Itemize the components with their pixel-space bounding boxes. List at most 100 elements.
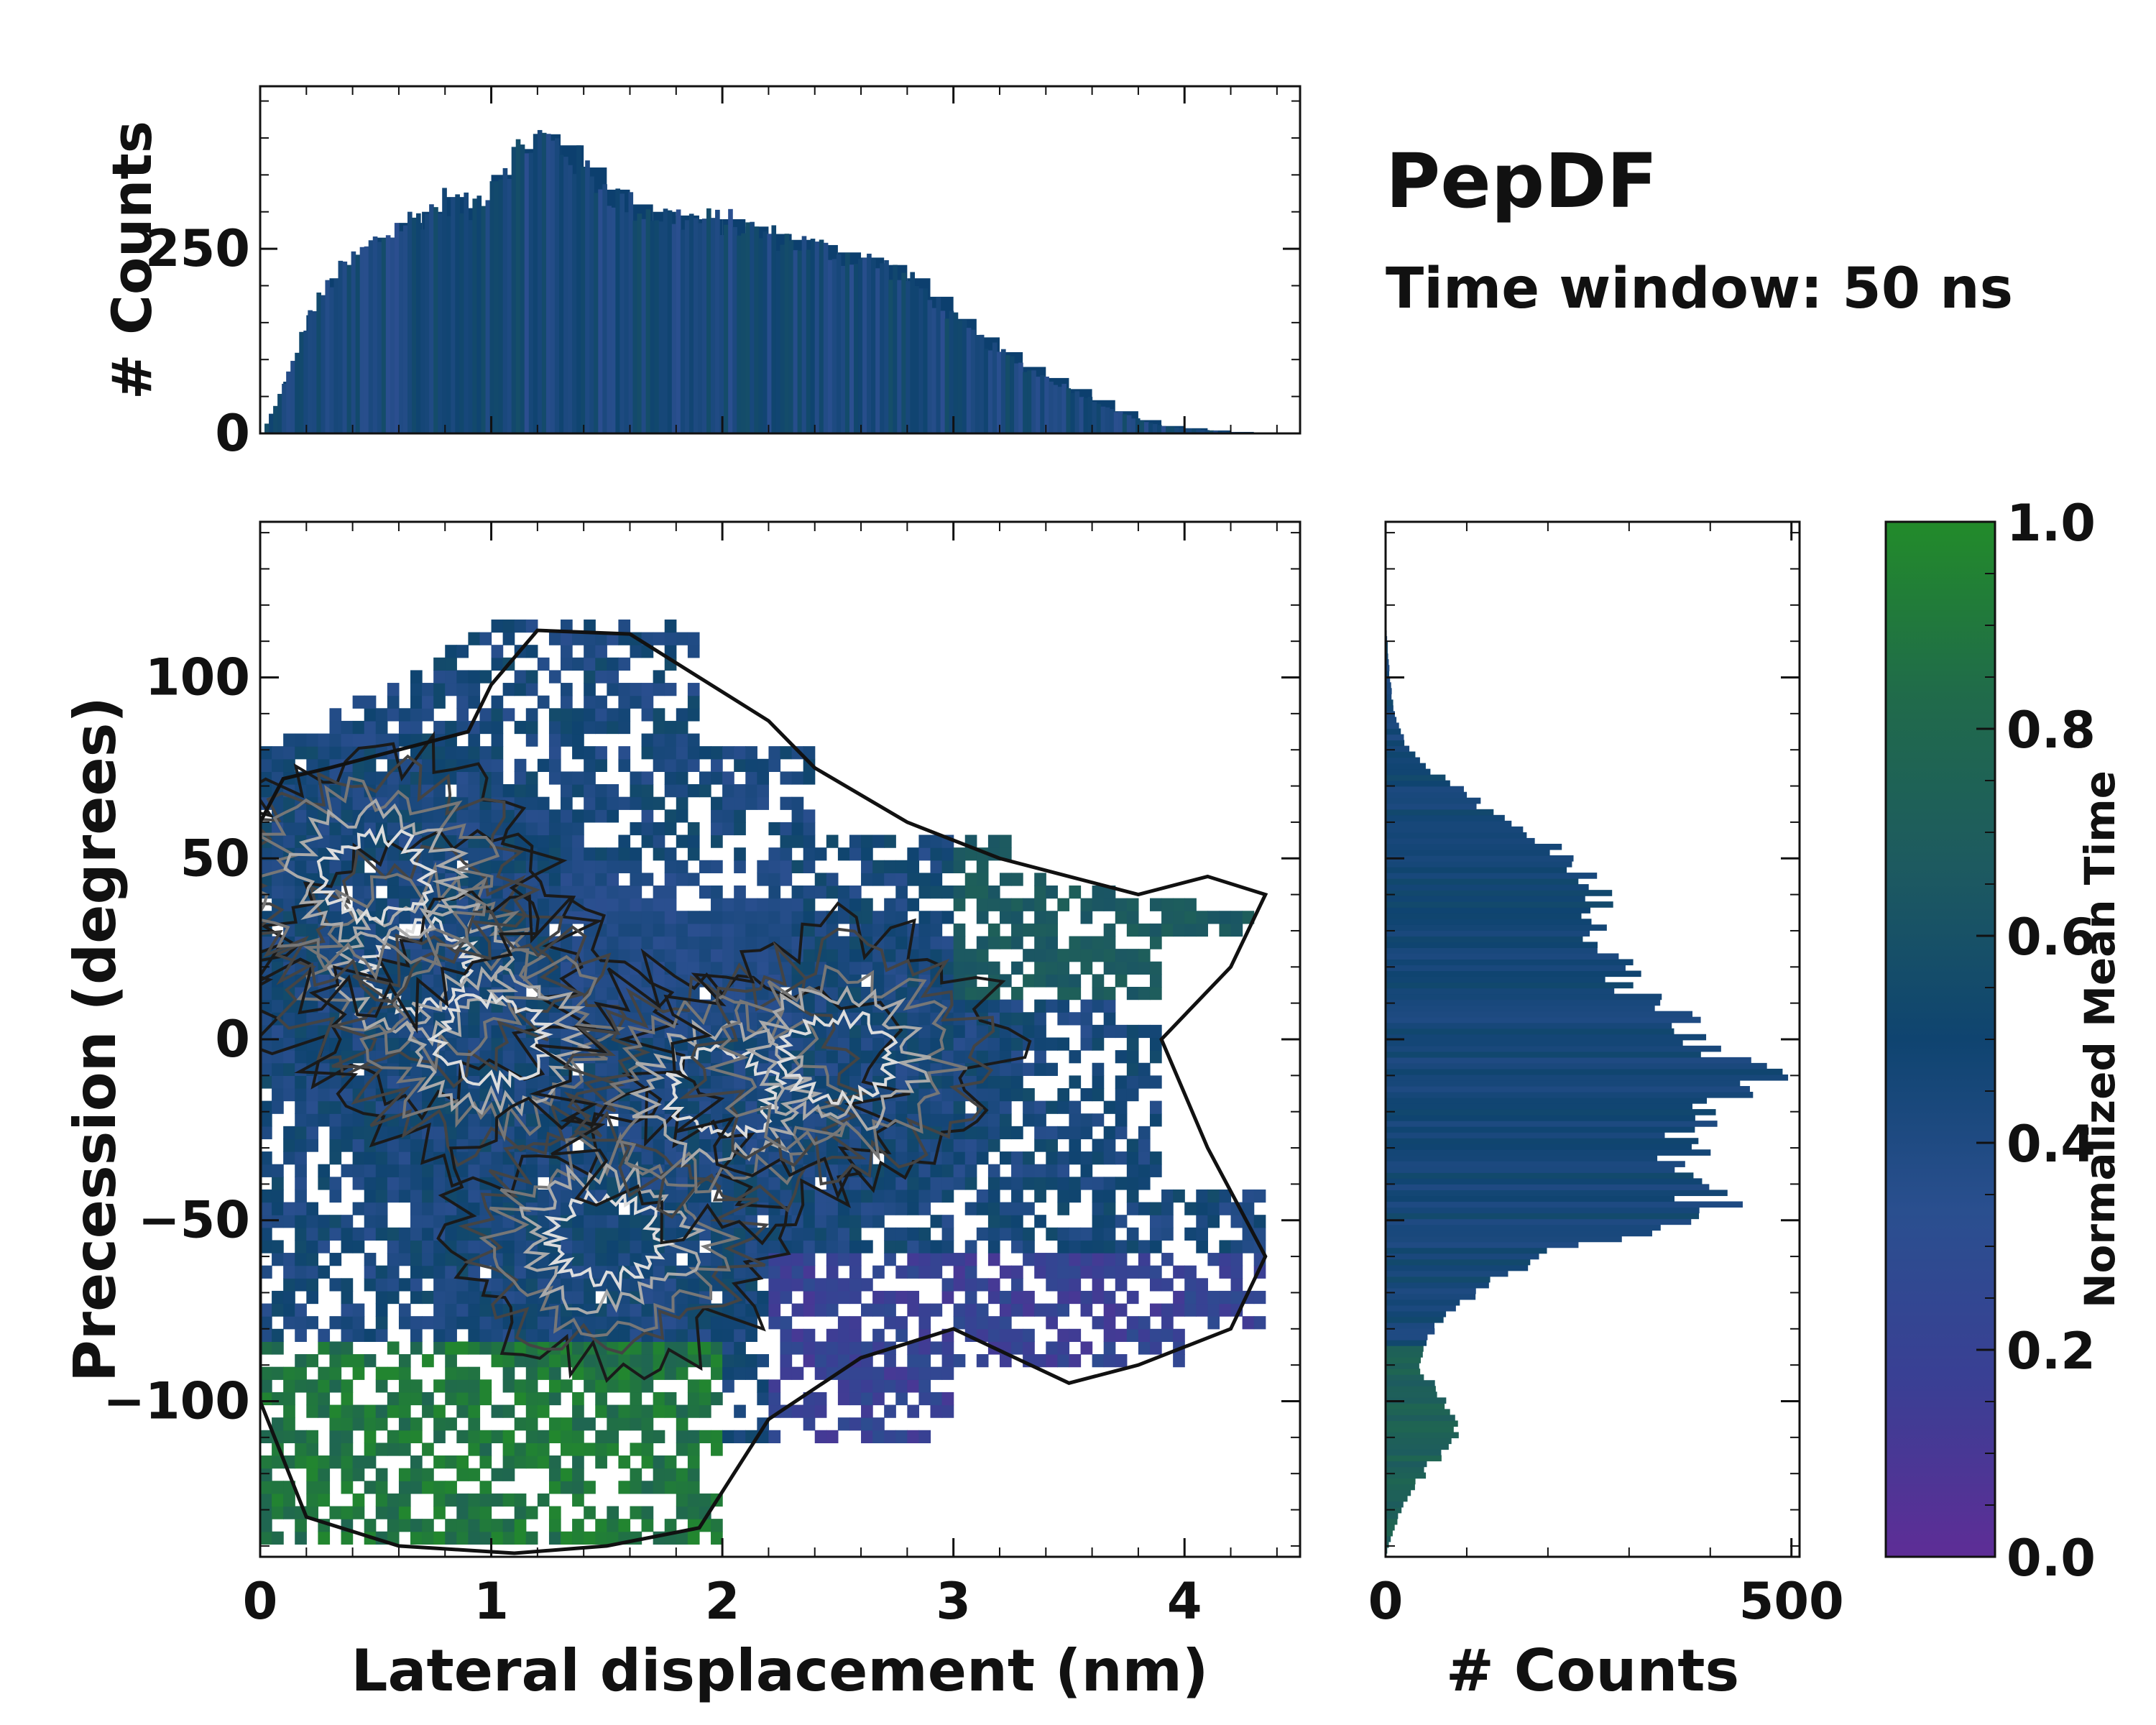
right-hist-bar <box>1386 867 1567 873</box>
heatmap-cell <box>630 771 642 785</box>
heatmap-cell <box>561 936 573 949</box>
heatmap-cell <box>630 1481 642 1494</box>
heatmap-cell <box>387 1290 400 1305</box>
top-hist-fine-bar <box>1179 428 1184 433</box>
heatmap-cell <box>987 1075 1000 1089</box>
heatmap-cell <box>1161 1189 1174 1203</box>
heatmap-cell <box>664 645 677 658</box>
top-hist-fine-bar <box>498 179 504 433</box>
heatmap-cell <box>283 911 295 924</box>
heatmap-cell <box>548 1417 561 1431</box>
heatmap-cell <box>537 1215 550 1228</box>
heatmap-cell <box>329 1417 342 1431</box>
heatmap-cell <box>1057 1037 1070 1051</box>
heatmap-cell <box>1057 961 1070 975</box>
heatmap-cell <box>272 886 284 899</box>
contour-line <box>436 1085 791 1384</box>
heatmap-cell <box>1184 1290 1197 1305</box>
heatmap-cell <box>676 720 688 735</box>
heatmap-cell <box>607 1215 619 1228</box>
top-hist-fine-bar <box>893 264 898 433</box>
heatmap-cell <box>1046 936 1058 949</box>
heatmap-cell <box>468 1531 481 1545</box>
heatmap-cell <box>537 809 550 823</box>
heatmap-cell <box>561 860 573 873</box>
top-hist-fine-bar <box>987 350 993 433</box>
heatmap-cell <box>837 961 850 975</box>
right-hist-bar <box>1386 1172 1694 1179</box>
right-hist-bar <box>1386 826 1524 833</box>
heatmap-cell <box>1092 1177 1105 1190</box>
heatmap-cell <box>814 1278 827 1292</box>
heatmap-cell <box>514 1354 527 1368</box>
heatmap-cell <box>641 1404 654 1418</box>
heatmap-cell <box>456 1519 469 1532</box>
contour-line <box>326 896 519 1046</box>
right-hist-bar <box>1386 1161 1685 1167</box>
heatmap-cell <box>595 746 607 760</box>
heatmap-cell <box>468 670 481 684</box>
top-hist-fine-bar <box>282 383 287 433</box>
heatmap-cell <box>953 961 966 975</box>
heatmap-cell <box>630 1126 642 1140</box>
heatmap-cell <box>711 961 723 975</box>
heatmap-cell <box>687 784 700 798</box>
heatmap-cell <box>964 1290 977 1305</box>
heatmap-cell <box>445 720 457 735</box>
heatmap-cell <box>352 796 365 810</box>
heatmap-cell <box>514 949 527 962</box>
contour-line <box>260 731 568 1034</box>
heatmap-cell <box>341 923 354 937</box>
top-hist-fine-bar <box>676 209 681 433</box>
heatmap-cell <box>618 1379 631 1393</box>
heatmap-cell <box>537 1404 550 1418</box>
right-hist-bar <box>1386 1530 1393 1537</box>
heatmap-cell <box>548 898 561 911</box>
heatmap-cell <box>595 708 607 722</box>
heatmap-cell <box>826 1253 839 1266</box>
heatmap-cell <box>410 1379 423 1393</box>
top-hist-fine-bar <box>1031 370 1036 433</box>
heatmap-cell <box>352 1328 365 1343</box>
heatmap-cell <box>433 1164 446 1177</box>
heatmap-cell <box>676 1493 688 1507</box>
heatmap-cell <box>757 911 770 924</box>
contour-line <box>405 965 592 1117</box>
heatmap-cell <box>768 923 781 937</box>
top-hist-fine-bar <box>641 218 647 433</box>
heatmap-cell <box>1173 911 1185 924</box>
heatmap-cell <box>630 1151 642 1165</box>
heatmap-cell <box>953 1138 966 1152</box>
heatmap-cell <box>607 923 619 937</box>
heatmap-cell <box>502 809 515 823</box>
heatmap-cell <box>375 733 388 747</box>
colorbar-tick-label: 0.8 <box>2007 701 2096 760</box>
heatmap-cell <box>837 1316 850 1330</box>
heatmap-cell <box>514 1151 527 1165</box>
top-hist-fine-bar <box>724 224 729 433</box>
contour-line <box>704 964 968 1162</box>
right-hist-bar <box>1386 832 1527 839</box>
heatmap-cell <box>1149 936 1162 949</box>
heatmap-cell <box>1080 1290 1093 1305</box>
heatmap-cell <box>814 1303 827 1317</box>
top-hist-fine-bar <box>914 285 920 433</box>
heatmap-cell <box>584 708 596 722</box>
heatmap-cell <box>329 1215 342 1228</box>
heatmap-cell <box>964 949 977 962</box>
heatmap-cell <box>745 796 757 810</box>
top-hist-fine-bar <box>918 288 924 433</box>
heatmap-cell <box>514 1379 527 1393</box>
heatmap-cell <box>283 1316 295 1330</box>
top-hist-fine-bar <box>429 204 434 433</box>
top-hist-fine-bar <box>897 280 902 433</box>
top-hist-fine-bar <box>342 261 348 433</box>
heatmap-cell <box>1161 1202 1174 1215</box>
heatmap-cell <box>884 1126 896 1140</box>
heatmap-cell <box>572 1202 584 1215</box>
heatmap-cell <box>745 1328 757 1343</box>
heatmap-cell <box>964 886 977 899</box>
heatmap-cell <box>1138 1024 1151 1039</box>
heatmap-cell <box>711 746 723 760</box>
top-hist-fine-bar <box>983 349 989 433</box>
